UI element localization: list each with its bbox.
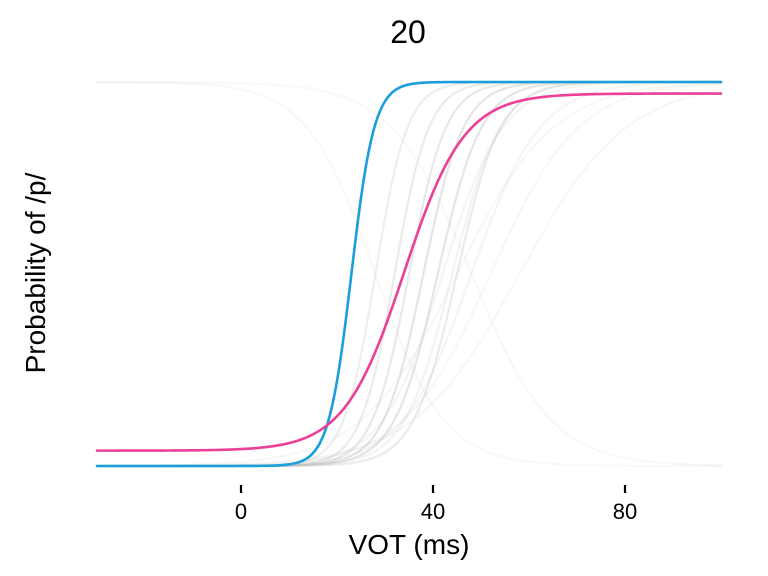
highlight-curve-15	[95, 92, 723, 452]
background-curve-1	[95, 80, 723, 467]
x-axis-ticks: 0 40 80	[235, 485, 637, 524]
x-tick-label-80: 80	[613, 499, 637, 524]
chart-title: 20	[390, 14, 426, 50]
background-curve-2	[95, 82, 723, 467]
background-curve-0	[95, 81, 723, 468]
x-tick-label-0: 0	[235, 499, 247, 524]
background-curve-10	[95, 80, 723, 468]
curves-layer	[95, 80, 723, 468]
x-tick-label-40: 40	[421, 499, 445, 524]
y-axis-label: Probability of /p/	[20, 172, 51, 373]
x-axis-label: VOT (ms)	[349, 529, 470, 560]
highlight-curve-14	[95, 80, 723, 468]
